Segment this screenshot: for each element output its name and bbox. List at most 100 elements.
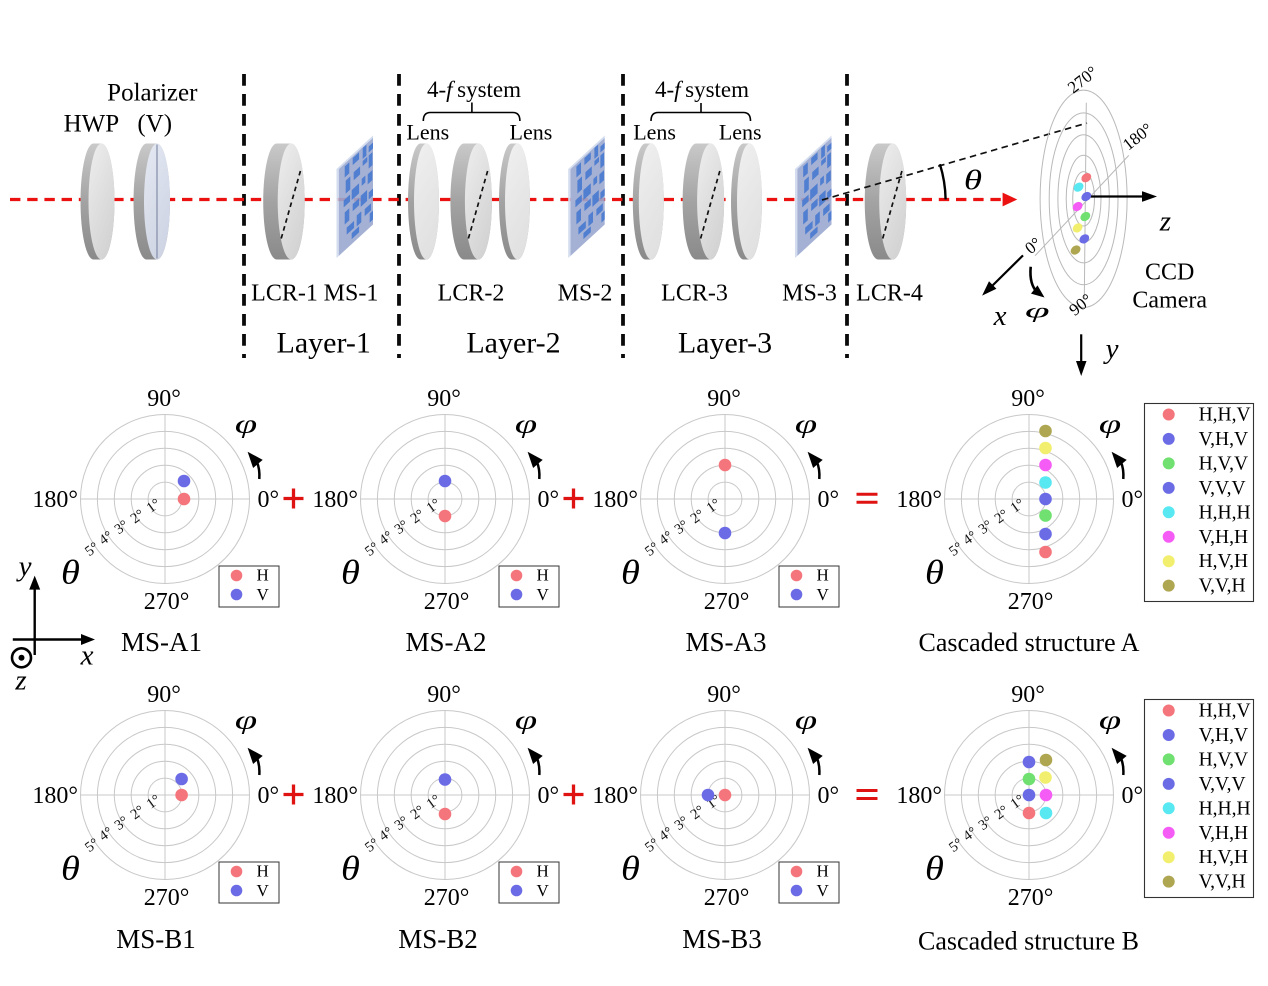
svg-text:H,V,H: H,V,H	[1199, 847, 1248, 868]
svg-text:180°: 180°	[592, 487, 638, 513]
svg-text:Cascaded structure A: Cascaded structure A	[919, 628, 1140, 657]
svg-text:0°: 0°	[538, 487, 560, 513]
svg-text:LCR-4: LCR-4	[856, 281, 923, 307]
svg-text:Lens: Lens	[633, 119, 676, 144]
svg-text:MS-B2: MS-B2	[398, 924, 478, 954]
svg-text:90°: 90°	[1011, 682, 1045, 708]
svg-text:180°: 180°	[32, 487, 78, 513]
svg-text:LCR-1: LCR-1	[251, 281, 318, 307]
svg-text:H: H	[537, 862, 549, 881]
svg-text:z: z	[14, 665, 26, 697]
svg-text:H,H,V: H,H,V	[1199, 405, 1251, 426]
svg-text:MS-1: MS-1	[324, 281, 379, 307]
svg-text:90°: 90°	[427, 386, 461, 412]
svg-text:H,H,V: H,H,V	[1199, 701, 1251, 722]
svg-text:φ: φ	[795, 410, 817, 438]
svg-text:x: x	[993, 300, 1007, 332]
svg-text:φ: φ	[1025, 299, 1050, 322]
svg-text:Lens: Lens	[510, 119, 553, 144]
svg-text:90°: 90°	[147, 682, 181, 708]
svg-text:90°: 90°	[147, 386, 181, 412]
svg-text:270°: 270°	[1008, 589, 1054, 615]
svg-text:H: H	[817, 862, 829, 881]
svg-text:V: V	[817, 585, 830, 604]
svg-text:V,V,H: V,V,H	[1199, 576, 1246, 597]
svg-text:θ: θ	[341, 849, 360, 887]
svg-text:Layer-3: Layer-3	[678, 327, 772, 360]
svg-text:180°: 180°	[592, 783, 638, 809]
svg-text:90°: 90°	[707, 682, 741, 708]
svg-text:H,H,H: H,H,H	[1199, 798, 1251, 819]
svg-text:z: z	[1159, 205, 1171, 237]
svg-text:H: H	[257, 862, 269, 881]
svg-text:V,V,V: V,V,V	[1199, 478, 1246, 499]
svg-text:Cascaded structure B: Cascaded structure B	[918, 927, 1139, 956]
svg-text:(V): (V)	[137, 110, 172, 137]
svg-text:MS-A3: MS-A3	[685, 627, 766, 657]
svg-text:x: x	[80, 640, 94, 672]
svg-text:θ: θ	[925, 553, 944, 591]
svg-text:Lens: Lens	[719, 119, 762, 144]
svg-text:90°: 90°	[1011, 386, 1045, 412]
svg-text:V,H,H: V,H,H	[1199, 823, 1248, 844]
svg-text:90°: 90°	[707, 386, 741, 412]
svg-text:V,H,V: V,H,V	[1199, 429, 1248, 450]
svg-text:H,V,V: H,V,V	[1199, 453, 1248, 474]
svg-text:0°: 0°	[258, 783, 280, 809]
svg-text:V: V	[817, 881, 830, 900]
svg-text:V: V	[537, 585, 550, 604]
svg-text:LCR-2: LCR-2	[438, 281, 505, 307]
svg-text:H: H	[537, 566, 549, 585]
svg-text:V,V,H: V,V,H	[1199, 872, 1246, 893]
svg-text:MS-A2: MS-A2	[405, 627, 486, 657]
svg-text:Layer-2: Layer-2	[466, 327, 560, 360]
svg-text:φ: φ	[1099, 410, 1121, 438]
svg-text:θ: θ	[341, 553, 360, 591]
svg-text:4-f system: 4-f system	[655, 77, 749, 102]
svg-text:0°: 0°	[1122, 487, 1144, 513]
svg-text:φ: φ	[1099, 706, 1121, 734]
svg-text:0°: 0°	[258, 487, 280, 513]
svg-text:Lens: Lens	[406, 119, 449, 144]
svg-text:0°: 0°	[818, 783, 840, 809]
svg-text:180°: 180°	[896, 783, 942, 809]
svg-text:θ: θ	[964, 165, 982, 196]
svg-text:V: V	[537, 881, 550, 900]
svg-text:MS-B1: MS-B1	[116, 924, 196, 954]
svg-text:180°: 180°	[896, 487, 942, 513]
svg-text:270°: 270°	[1008, 885, 1054, 911]
svg-text:180°: 180°	[312, 487, 358, 513]
svg-text:HWP: HWP	[64, 110, 120, 137]
svg-text:Polarizer: Polarizer	[107, 80, 198, 107]
svg-text:MS-B3: MS-B3	[682, 924, 762, 954]
svg-text:φ: φ	[515, 706, 537, 734]
svg-text:4-f system: 4-f system	[427, 77, 521, 102]
svg-text:H,V,V: H,V,V	[1199, 749, 1248, 770]
svg-text:V,V,V: V,V,V	[1199, 774, 1246, 795]
svg-text:θ: θ	[621, 553, 640, 591]
svg-text:0°: 0°	[818, 487, 840, 513]
svg-text:90°: 90°	[427, 682, 461, 708]
svg-text:Layer-1: Layer-1	[277, 327, 371, 360]
svg-text:H,V,H: H,V,H	[1199, 551, 1248, 572]
svg-text:V: V	[257, 881, 270, 900]
svg-text:MS-2: MS-2	[558, 281, 613, 307]
svg-text:θ: θ	[925, 849, 944, 887]
svg-text:φ: φ	[795, 706, 817, 734]
svg-text:V: V	[257, 585, 270, 604]
svg-text:θ: θ	[621, 849, 640, 887]
svg-text:270°: 270°	[144, 589, 190, 615]
svg-text:y: y	[1103, 333, 1119, 365]
svg-text:270°: 270°	[704, 885, 750, 911]
svg-text:270°: 270°	[424, 885, 470, 911]
svg-text:H: H	[817, 566, 829, 585]
svg-text:H,H,H: H,H,H	[1199, 502, 1251, 523]
svg-text:φ: φ	[235, 410, 257, 438]
svg-text:0°: 0°	[538, 783, 560, 809]
svg-text:180°: 180°	[312, 783, 358, 809]
svg-text:MS-3: MS-3	[782, 281, 837, 307]
svg-text:H: H	[257, 566, 269, 585]
svg-text:CCD: CCD	[1145, 260, 1194, 286]
svg-text:V,H,H: V,H,H	[1199, 527, 1248, 548]
svg-text:φ: φ	[235, 706, 257, 734]
